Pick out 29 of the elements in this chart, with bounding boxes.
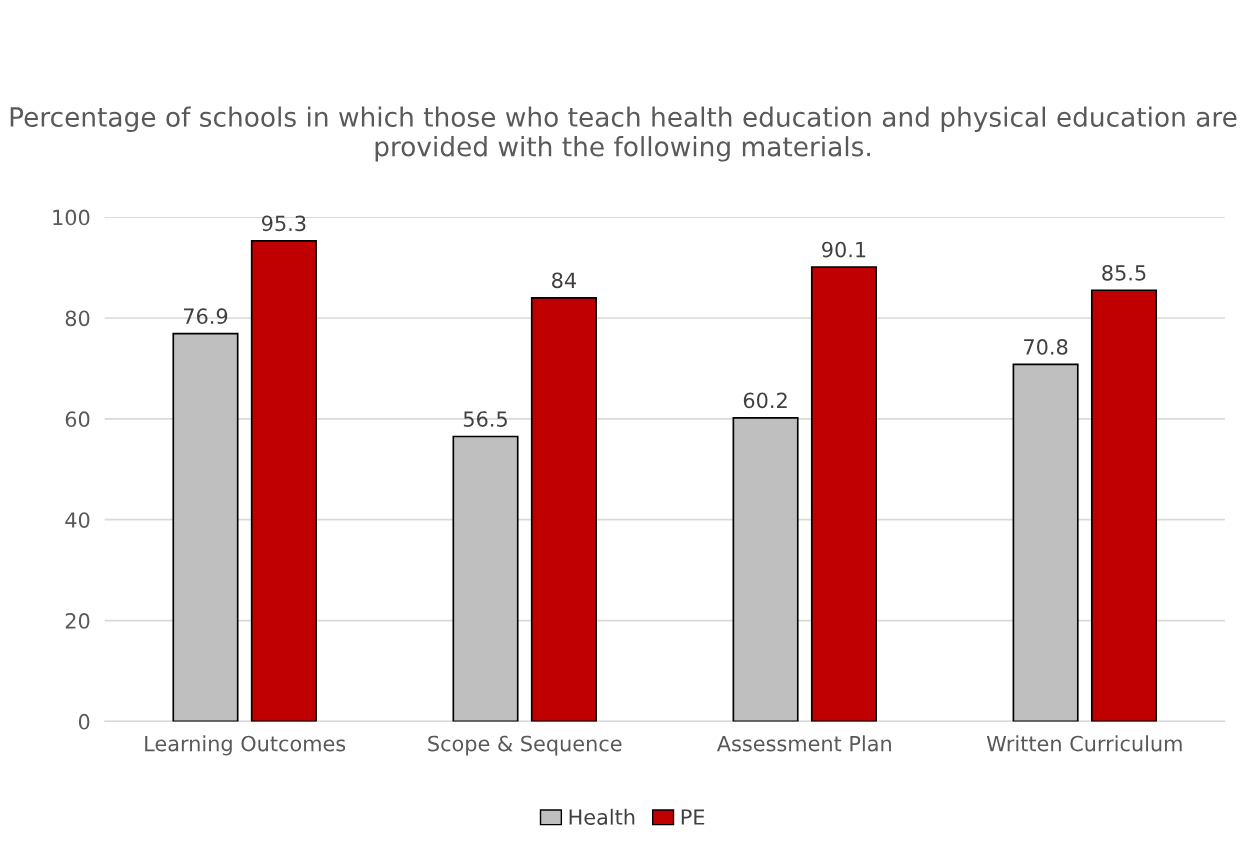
bar	[1012, 363, 1079, 722]
data-label: 90.1	[822, 241, 866, 258]
bar	[172, 332, 239, 722]
data-label: 70.8	[1024, 339, 1068, 355]
legend-label: PE	[681, 809, 705, 825]
bar	[1090, 289, 1158, 722]
data-label: 85.5	[1102, 264, 1146, 281]
legend-label: Health	[569, 808, 635, 825]
data-label: 76.9	[183, 308, 228, 325]
data-label: 56.5	[463, 411, 507, 427]
y-tick-label: 20	[65, 613, 90, 629]
bar	[732, 416, 799, 722]
y-tick-label: 100	[53, 209, 90, 226]
y-tick-label: 40	[65, 512, 90, 528]
bar	[250, 239, 317, 722]
data-label: 95.3	[262, 215, 306, 232]
y-tick-label: 60	[65, 411, 90, 428]
x-tick-label: Assessment Plan	[716, 735, 891, 752]
bar	[530, 296, 597, 722]
bar	[810, 266, 878, 722]
y-tick-label: 80	[65, 310, 90, 327]
data-label: 60.2	[743, 392, 787, 409]
bar	[452, 435, 519, 722]
x-tick-label: Written Curriculum	[986, 735, 1182, 752]
y-tick-label: 0	[78, 713, 90, 730]
x-tick-label: Learning Outcomes	[145, 735, 346, 756]
data-label: 84	[552, 272, 577, 289]
chart-title: Percentage of schools in which those who teach health education and physical education are provided with the following materials.	[10, 106, 1237, 162]
x-tick-label: Scope & Sequence	[428, 735, 622, 756]
